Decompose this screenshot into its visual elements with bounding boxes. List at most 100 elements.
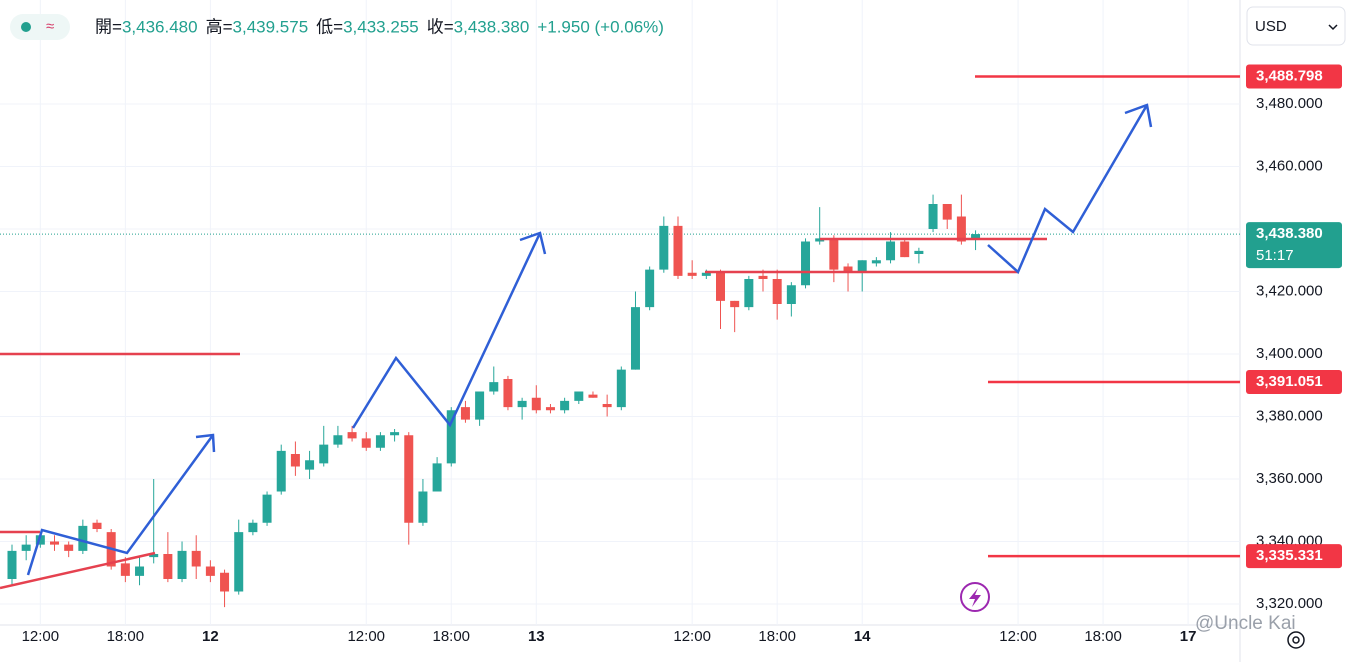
legend-value: 3,436.480 [122,17,198,36]
candle-body [305,460,315,470]
x-tick-label: 17 [1180,628,1197,645]
candle-body [616,369,626,408]
candle-body [390,432,400,436]
candle-body [78,525,88,551]
y-tick-label: 3,480.000 [1256,95,1323,112]
x-tick-label: 12:00 [22,628,60,645]
lightning-button[interactable] [960,582,990,612]
last-price-label: 3,438.380 [1256,225,1323,242]
candle-body [716,272,725,301]
candle-body [914,250,924,254]
candle-body [857,260,867,273]
currency-box[interactable] [1246,6,1346,46]
arrow-head [195,433,216,453]
candle-body [432,463,442,492]
y-tick-label: 3,420.000 [1256,282,1323,299]
currency-select[interactable]: USD [1246,6,1346,46]
y-tick-label: 3,320.000 [1256,595,1323,612]
candle-body [517,400,527,408]
legend-key: 收= [427,17,454,36]
arrow-head [1124,103,1153,128]
candle-body [177,550,187,579]
candle-body [319,444,329,464]
price-badge [1246,544,1342,569]
candle-body [489,382,499,392]
y-tick-label: 3,460.000 [1256,157,1323,174]
candle-body [149,554,159,558]
candle-body [404,435,414,523]
price-badge [1246,64,1342,89]
wave-icon: ≈ [46,18,54,35]
ohlc-legend: 開= 3,436.480 高= 3,439.575 低= 3,433.255 收= 3,438… [95,17,664,36]
candle-body [191,550,201,567]
candle-body [602,404,612,408]
candle-body [956,216,966,242]
candle-body [503,379,513,408]
legend-key: 高= [206,17,233,36]
candle-body [460,407,470,420]
candle-body [786,285,796,304]
countdown-label: 51:17 [1256,247,1294,264]
price-badge-label: 3,488.798 [1256,67,1323,84]
candle-body [900,241,910,258]
legend-value: 3,433.255 [343,17,419,36]
candle-body [205,566,215,576]
lightning-circle[interactable] [960,582,990,612]
settings-icon[interactable] [1287,631,1305,649]
candle-body [701,272,711,276]
candle-body [262,494,272,523]
x-tick-label: 12:00 [999,628,1037,645]
y-tick-label: 3,380.000 [1256,407,1323,424]
x-tick-label: 13 [528,628,545,645]
legend-change: +1.950 (+0.06%) [537,17,664,36]
candle-body [630,307,640,370]
candle-body [871,260,881,264]
candle-body [942,204,952,220]
candle-body [163,554,173,579]
price-badge-label: 3,391.051 [1256,373,1323,390]
legend-key: 開= [95,17,122,36]
candle-body [815,238,825,242]
gear-hub [1292,636,1300,644]
chevron [1328,24,1338,31]
x-tick-label: 12:00 [673,628,711,645]
candle-body [475,391,485,420]
candle-body [276,450,286,492]
legend-value: 3,438.380 [454,17,530,36]
y-tick-label: 3,360.000 [1256,470,1323,487]
grid [0,0,1240,625]
x-tick-label: 18:00 [1084,628,1122,645]
candle-body [928,204,938,229]
candle-body [560,400,570,411]
legend-value: 3,439.575 [233,17,309,36]
status-dot [21,22,31,32]
candle-body [64,544,74,551]
price-badge [1246,369,1342,394]
candle-body [290,454,300,467]
candle-body [843,266,853,273]
legend-key: 低= [316,17,343,36]
path-arrow [987,104,1149,275]
candle-body [772,279,782,304]
gear[interactable] [1287,631,1305,649]
candle-body [758,275,768,279]
candle-body [220,572,230,592]
trend-line [0,551,156,590]
arrow-head [519,231,547,255]
candle-body [588,394,598,398]
y-tick-label: 3,400.000 [1256,345,1323,362]
candle-body [248,522,258,533]
candle-body [645,269,655,308]
candle-body [801,241,811,286]
x-tick-label: 14 [854,628,871,645]
candle-body [333,435,343,445]
candle-body [744,279,754,308]
candle-body [92,522,102,529]
candle-body [50,541,60,545]
candle-body [135,566,145,576]
toggle-pill[interactable] [10,14,70,40]
price-badge-label: 3,335.331 [1256,547,1323,564]
last-price-badge [1246,222,1342,269]
